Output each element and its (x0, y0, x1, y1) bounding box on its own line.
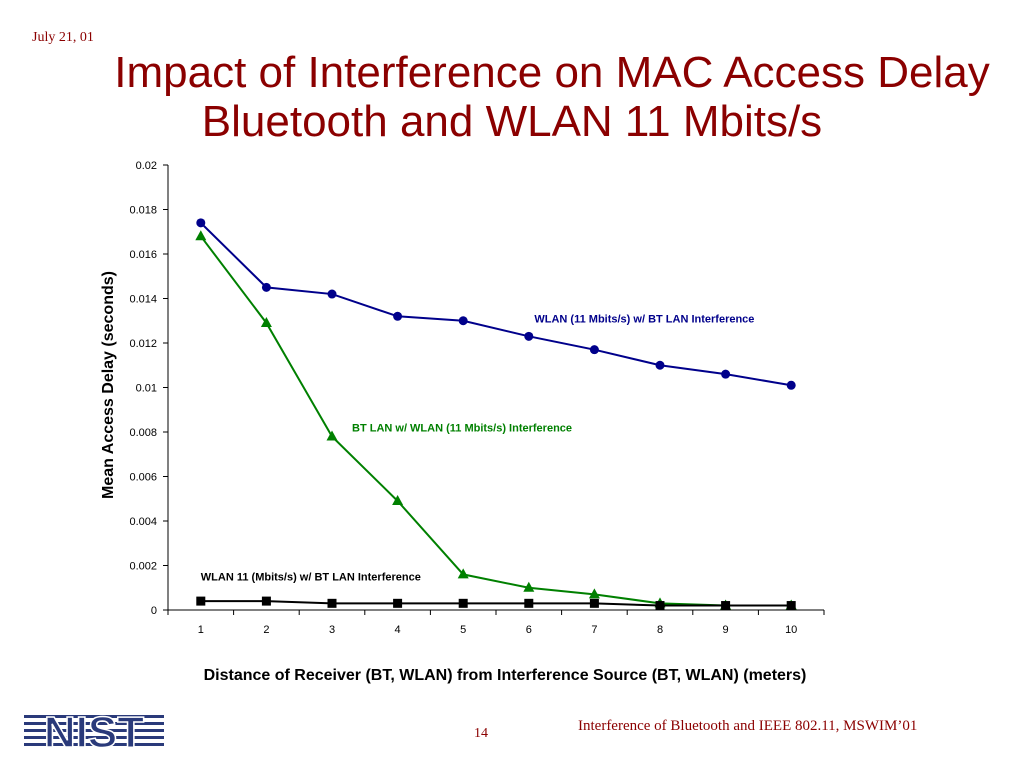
nist-logo: NIST (24, 707, 164, 753)
x-tick-label: 4 (395, 624, 401, 636)
data-point (458, 598, 468, 608)
x-tick-label: 2 (263, 624, 269, 636)
data-point (195, 230, 207, 241)
series-label: BT LAN w/ WLAN (11 Mbits/s) Interference (352, 423, 572, 435)
slide-footer: Interference of Bluetooth and IEEE 802.1… (578, 718, 918, 734)
page-number: 14 (474, 726, 488, 741)
slide-title-line1: Impact of Interference on MAC Access Del… (114, 48, 990, 97)
x-tick-label: 1 (198, 624, 204, 636)
y-tick-label: 0.016 (129, 249, 157, 261)
x-tick-label: 8 (657, 624, 663, 636)
series-label: WLAN 11 (Mbits/s) w/ BT LAN Interference (201, 572, 421, 584)
slide-title-line2: Bluetooth and WLAN 11 Mbits/s (201, 97, 823, 146)
x-tick-label: 6 (526, 624, 532, 636)
series-line (200, 235, 792, 607)
data-point (393, 311, 403, 321)
data-point (327, 598, 337, 608)
x-tick-label: 3 (329, 624, 335, 636)
data-point (589, 598, 599, 608)
data-point (327, 289, 337, 299)
x-tick-label: 9 (723, 624, 729, 636)
data-point (524, 331, 534, 341)
data-point (589, 345, 599, 355)
data-point (196, 218, 206, 228)
y-tick-label: 0.008 (129, 427, 157, 439)
x-tick-label: 7 (591, 624, 597, 636)
data-point (260, 316, 272, 327)
y-tick-label: 0.02 (136, 160, 157, 172)
data-point (261, 596, 271, 606)
data-point (786, 601, 796, 611)
data-point (524, 598, 534, 608)
data-point (721, 369, 731, 379)
data-point (393, 598, 403, 608)
data-point (655, 601, 665, 611)
series-2 (195, 230, 797, 610)
slide-date: July 21, 01 (32, 30, 94, 45)
y-tick-label: 0.006 (129, 472, 157, 484)
x-tick-label: 5 (460, 624, 466, 636)
data-point (326, 430, 338, 441)
series-line (200, 600, 792, 607)
y-axis-label: Mean Access Delay (seconds) (100, 271, 117, 499)
y-tick-label: 0.014 (129, 294, 157, 306)
x-tick-label: 10 (785, 624, 797, 636)
data-point (458, 316, 468, 326)
data-point (457, 568, 469, 579)
x-axis-label: Distance of Receiver (BT, WLAN) from Int… (203, 667, 807, 684)
data-point (392, 494, 404, 505)
data-point (523, 581, 535, 592)
logo-text: NIST (44, 708, 144, 753)
series-line (200, 222, 792, 387)
chart-series (195, 218, 797, 611)
data-point (655, 360, 665, 370)
y-tick-label: 0.018 (129, 205, 157, 217)
data-point (261, 282, 271, 292)
y-tick-label: 0.004 (129, 516, 157, 528)
data-point (721, 601, 731, 611)
series-3 (196, 596, 796, 611)
data-point (588, 588, 600, 599)
y-tick-label: 0.012 (129, 338, 157, 350)
y-tick-label: 0 (151, 605, 157, 617)
series-1 (196, 218, 796, 390)
series-label: WLAN (11 Mbits/s) w/ BT LAN Interference (534, 314, 754, 326)
chart-series-labels: WLAN (11 Mbits/s) w/ BT LAN Interference… (201, 314, 755, 584)
y-tick-label: 0.002 (129, 561, 157, 573)
data-point (786, 380, 796, 390)
chart-axes: 0 0.002 0.004 0.006 0.008 0.01 0.012 0.014 0.016… (129, 160, 825, 636)
data-point (196, 596, 206, 606)
y-tick-label: 0.01 (136, 383, 157, 395)
